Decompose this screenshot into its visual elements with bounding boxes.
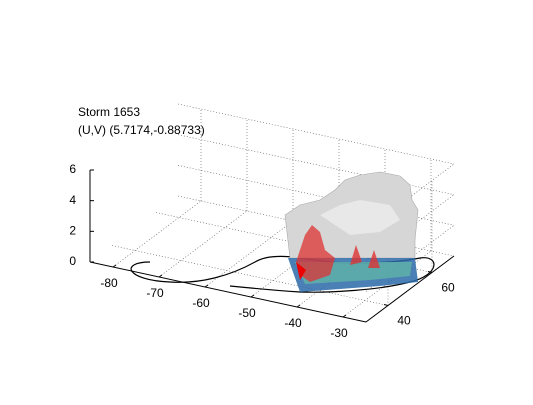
grid-line — [111, 245, 389, 306]
x-tick — [158, 274, 163, 278]
grid-line — [158, 210, 248, 278]
chart-subtitle: (U,V) (5.7174,-0.88733) — [78, 123, 205, 137]
x-tick-label: -60 — [192, 296, 210, 310]
grid-line — [177, 134, 455, 195]
x-axis — [89, 261, 367, 323]
z-tick-label: 6 — [69, 162, 76, 176]
x-tick — [296, 304, 301, 308]
y-axis — [365, 255, 455, 323]
z-tick-label: 4 — [69, 193, 76, 207]
storm-illustration — [130, 171, 435, 293]
grid-line — [204, 220, 294, 288]
wind-highlight — [320, 200, 400, 235]
y-tick-label: 40 — [397, 314, 411, 328]
grid-line — [177, 103, 455, 165]
x-tick — [112, 264, 117, 268]
y-tick — [383, 304, 389, 306]
x-tick — [204, 284, 209, 288]
grid-line — [112, 200, 202, 268]
grid-line — [177, 165, 455, 226]
x-tick-label: -80 — [100, 276, 118, 290]
x-tick-label: -70 — [146, 286, 164, 300]
chart-title: Storm 1653 — [78, 105, 140, 119]
x-tick — [342, 314, 347, 318]
y-tick-label: 60 — [441, 281, 455, 295]
rain-core — [296, 262, 306, 280]
z-tick-label: 0 — [69, 254, 76, 268]
x-tick-label: -40 — [284, 316, 302, 330]
x-tick — [250, 294, 255, 298]
rain-isosurface — [296, 225, 335, 282]
x-tick-label: -50 — [238, 306, 256, 320]
rain-cells — [350, 245, 380, 268]
x-tick-label: -30 — [330, 326, 348, 340]
z-tick-label: 2 — [69, 224, 76, 238]
